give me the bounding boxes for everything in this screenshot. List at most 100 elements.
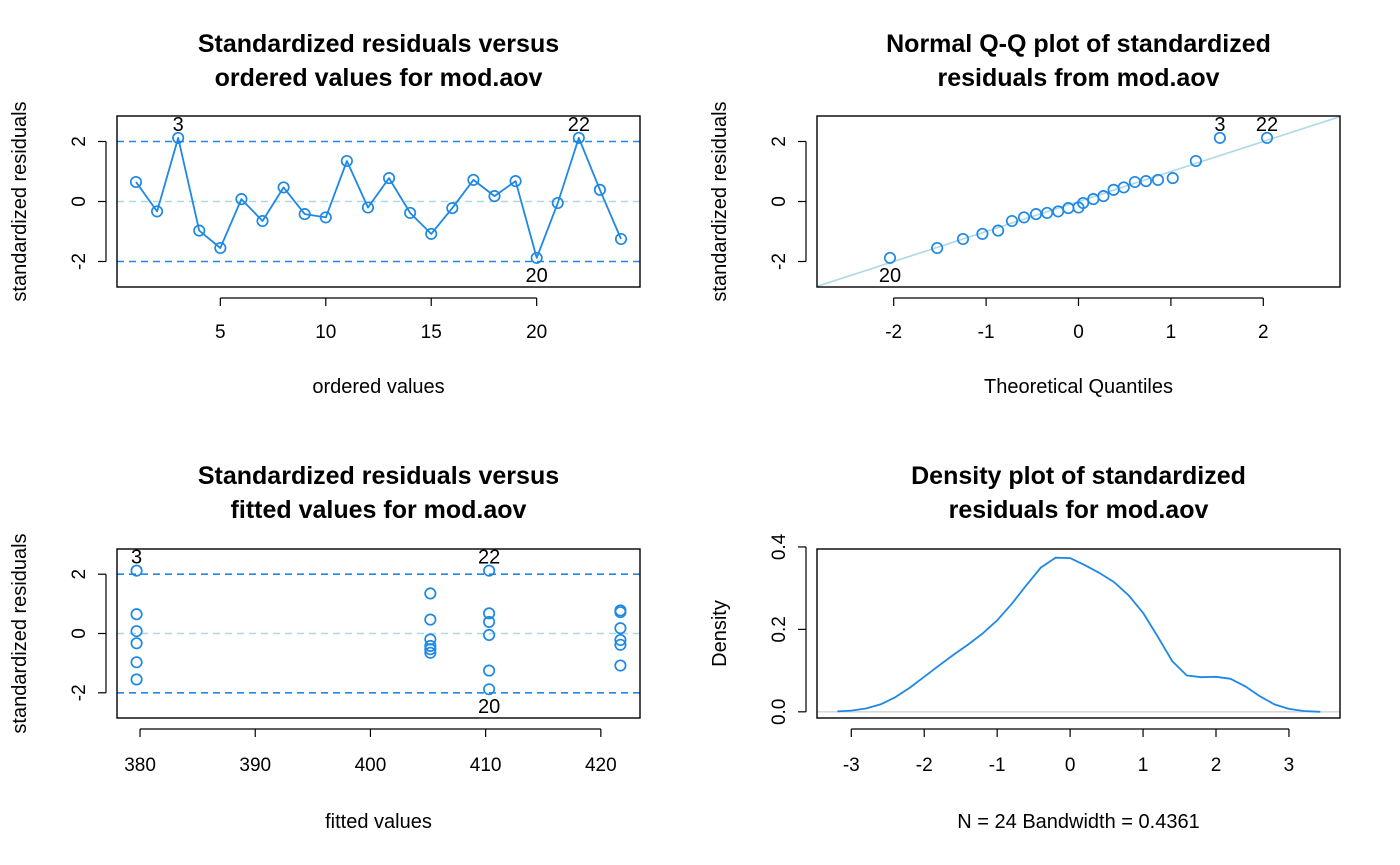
x-tick-label: 410 <box>470 755 502 776</box>
data-point <box>483 615 496 628</box>
plot-frame <box>816 115 1341 288</box>
x-axis-label: Theoretical Quantiles <box>984 376 1173 398</box>
data-point <box>404 206 417 219</box>
data-point <box>614 638 627 651</box>
plot-area <box>117 131 640 264</box>
plot-frame <box>816 548 1341 719</box>
chart-title: Density plot of standardized <box>911 462 1246 490</box>
y-tick-label: 2 <box>69 569 90 580</box>
point-label: 20 <box>478 696 500 718</box>
x-tick-label: -2 <box>916 755 933 776</box>
data-point <box>129 175 143 189</box>
data-point <box>1097 190 1110 203</box>
data-point <box>1077 196 1090 210</box>
x-tick-label: -1 <box>989 755 1006 776</box>
data-point <box>1260 131 1274 144</box>
data-point <box>1087 193 1100 206</box>
data-point <box>1189 154 1202 168</box>
x-tick-label: 2 <box>1258 322 1269 343</box>
y-tick-label: -2 <box>69 253 90 270</box>
qq-reference-line <box>817 116 1340 287</box>
data-point <box>298 208 311 221</box>
y-tick-label: 0 <box>769 196 790 207</box>
series-line <box>135 137 622 259</box>
y-tick-label: -2 <box>769 253 790 270</box>
x-tick-label: 1 <box>1166 322 1177 343</box>
data-point <box>614 232 628 246</box>
x-tick-label: 1 <box>1138 755 1149 776</box>
data-point <box>424 613 437 626</box>
data-point <box>130 656 143 669</box>
data-point <box>931 241 944 255</box>
point-label: 22 <box>1256 114 1278 136</box>
point-label: 20 <box>879 265 901 287</box>
data-point <box>151 205 164 218</box>
x-tick-label: 5 <box>215 322 226 343</box>
point-label: 3 <box>131 547 142 569</box>
data-point <box>614 606 627 619</box>
chart-title: Standardized residuals versus <box>198 30 559 58</box>
x-tick-label: 20 <box>526 322 547 343</box>
data-point <box>446 202 459 215</box>
data-point <box>614 633 627 647</box>
data-point <box>361 201 375 214</box>
data-point <box>1151 173 1165 186</box>
x-axis-label: ordered values <box>312 376 444 398</box>
data-point <box>214 241 227 255</box>
panel-2: Normal Q-Q plot of standardized residuals… <box>709 30 1341 398</box>
data-point <box>130 673 143 686</box>
point-label: 20 <box>526 265 548 287</box>
data-point <box>483 664 496 677</box>
data-point <box>483 683 496 696</box>
data-point <box>130 637 143 650</box>
data-point <box>1139 175 1153 188</box>
y-axis-label: Density <box>709 600 731 667</box>
data-point <box>883 251 897 264</box>
data-point <box>235 193 248 206</box>
data-point <box>1117 181 1130 194</box>
data-point <box>956 232 970 246</box>
x-tick-label: 10 <box>315 322 336 343</box>
chart-subtitle: residuals for mod.aov <box>949 496 1209 524</box>
panel-1: Standardized residuals versus ordered val… <box>9 30 641 398</box>
data-point <box>483 607 496 620</box>
data-point <box>614 659 627 672</box>
point-label: 3 <box>1214 114 1225 136</box>
x-tick-label: 0 <box>1065 755 1076 776</box>
y-tick-label: 0.2 <box>769 616 790 642</box>
y-tick-label: 0.0 <box>769 699 790 725</box>
x-tick-label: 380 <box>124 755 156 776</box>
data-point <box>277 181 290 194</box>
data-point <box>488 190 501 203</box>
data-point <box>424 639 437 653</box>
plot-area <box>117 564 640 696</box>
point-label: 22 <box>568 114 590 136</box>
y-tick-label: -2 <box>69 684 90 701</box>
panel-4: Density plot of standardized residuals fo… <box>709 462 1341 833</box>
plot-frame <box>116 115 641 288</box>
y-tick-label: 0 <box>69 628 90 639</box>
y-tick-label: 0.4 <box>769 533 790 560</box>
point-label: 3 <box>173 114 184 136</box>
data-point <box>424 587 437 600</box>
x-tick-label: 0 <box>1073 322 1084 343</box>
data-point <box>572 131 585 144</box>
y-axis-label: standardized residuals <box>709 101 731 301</box>
x-tick-label: -3 <box>843 755 860 776</box>
plot-area <box>817 556 1340 713</box>
density-curve <box>837 556 1321 713</box>
data-point <box>614 622 627 635</box>
data-point <box>1005 214 1019 228</box>
data-point <box>382 172 396 185</box>
data-point <box>1041 206 1054 219</box>
data-point <box>172 131 185 144</box>
data-point <box>467 173 480 186</box>
data-point <box>424 646 437 659</box>
data-point <box>130 625 143 638</box>
chart-title: Standardized residuals versus <box>198 462 559 490</box>
data-point <box>424 643 437 656</box>
x-tick-label: -2 <box>885 322 902 343</box>
y-axis-label: standardized residuals <box>9 101 31 301</box>
data-point <box>551 196 564 210</box>
